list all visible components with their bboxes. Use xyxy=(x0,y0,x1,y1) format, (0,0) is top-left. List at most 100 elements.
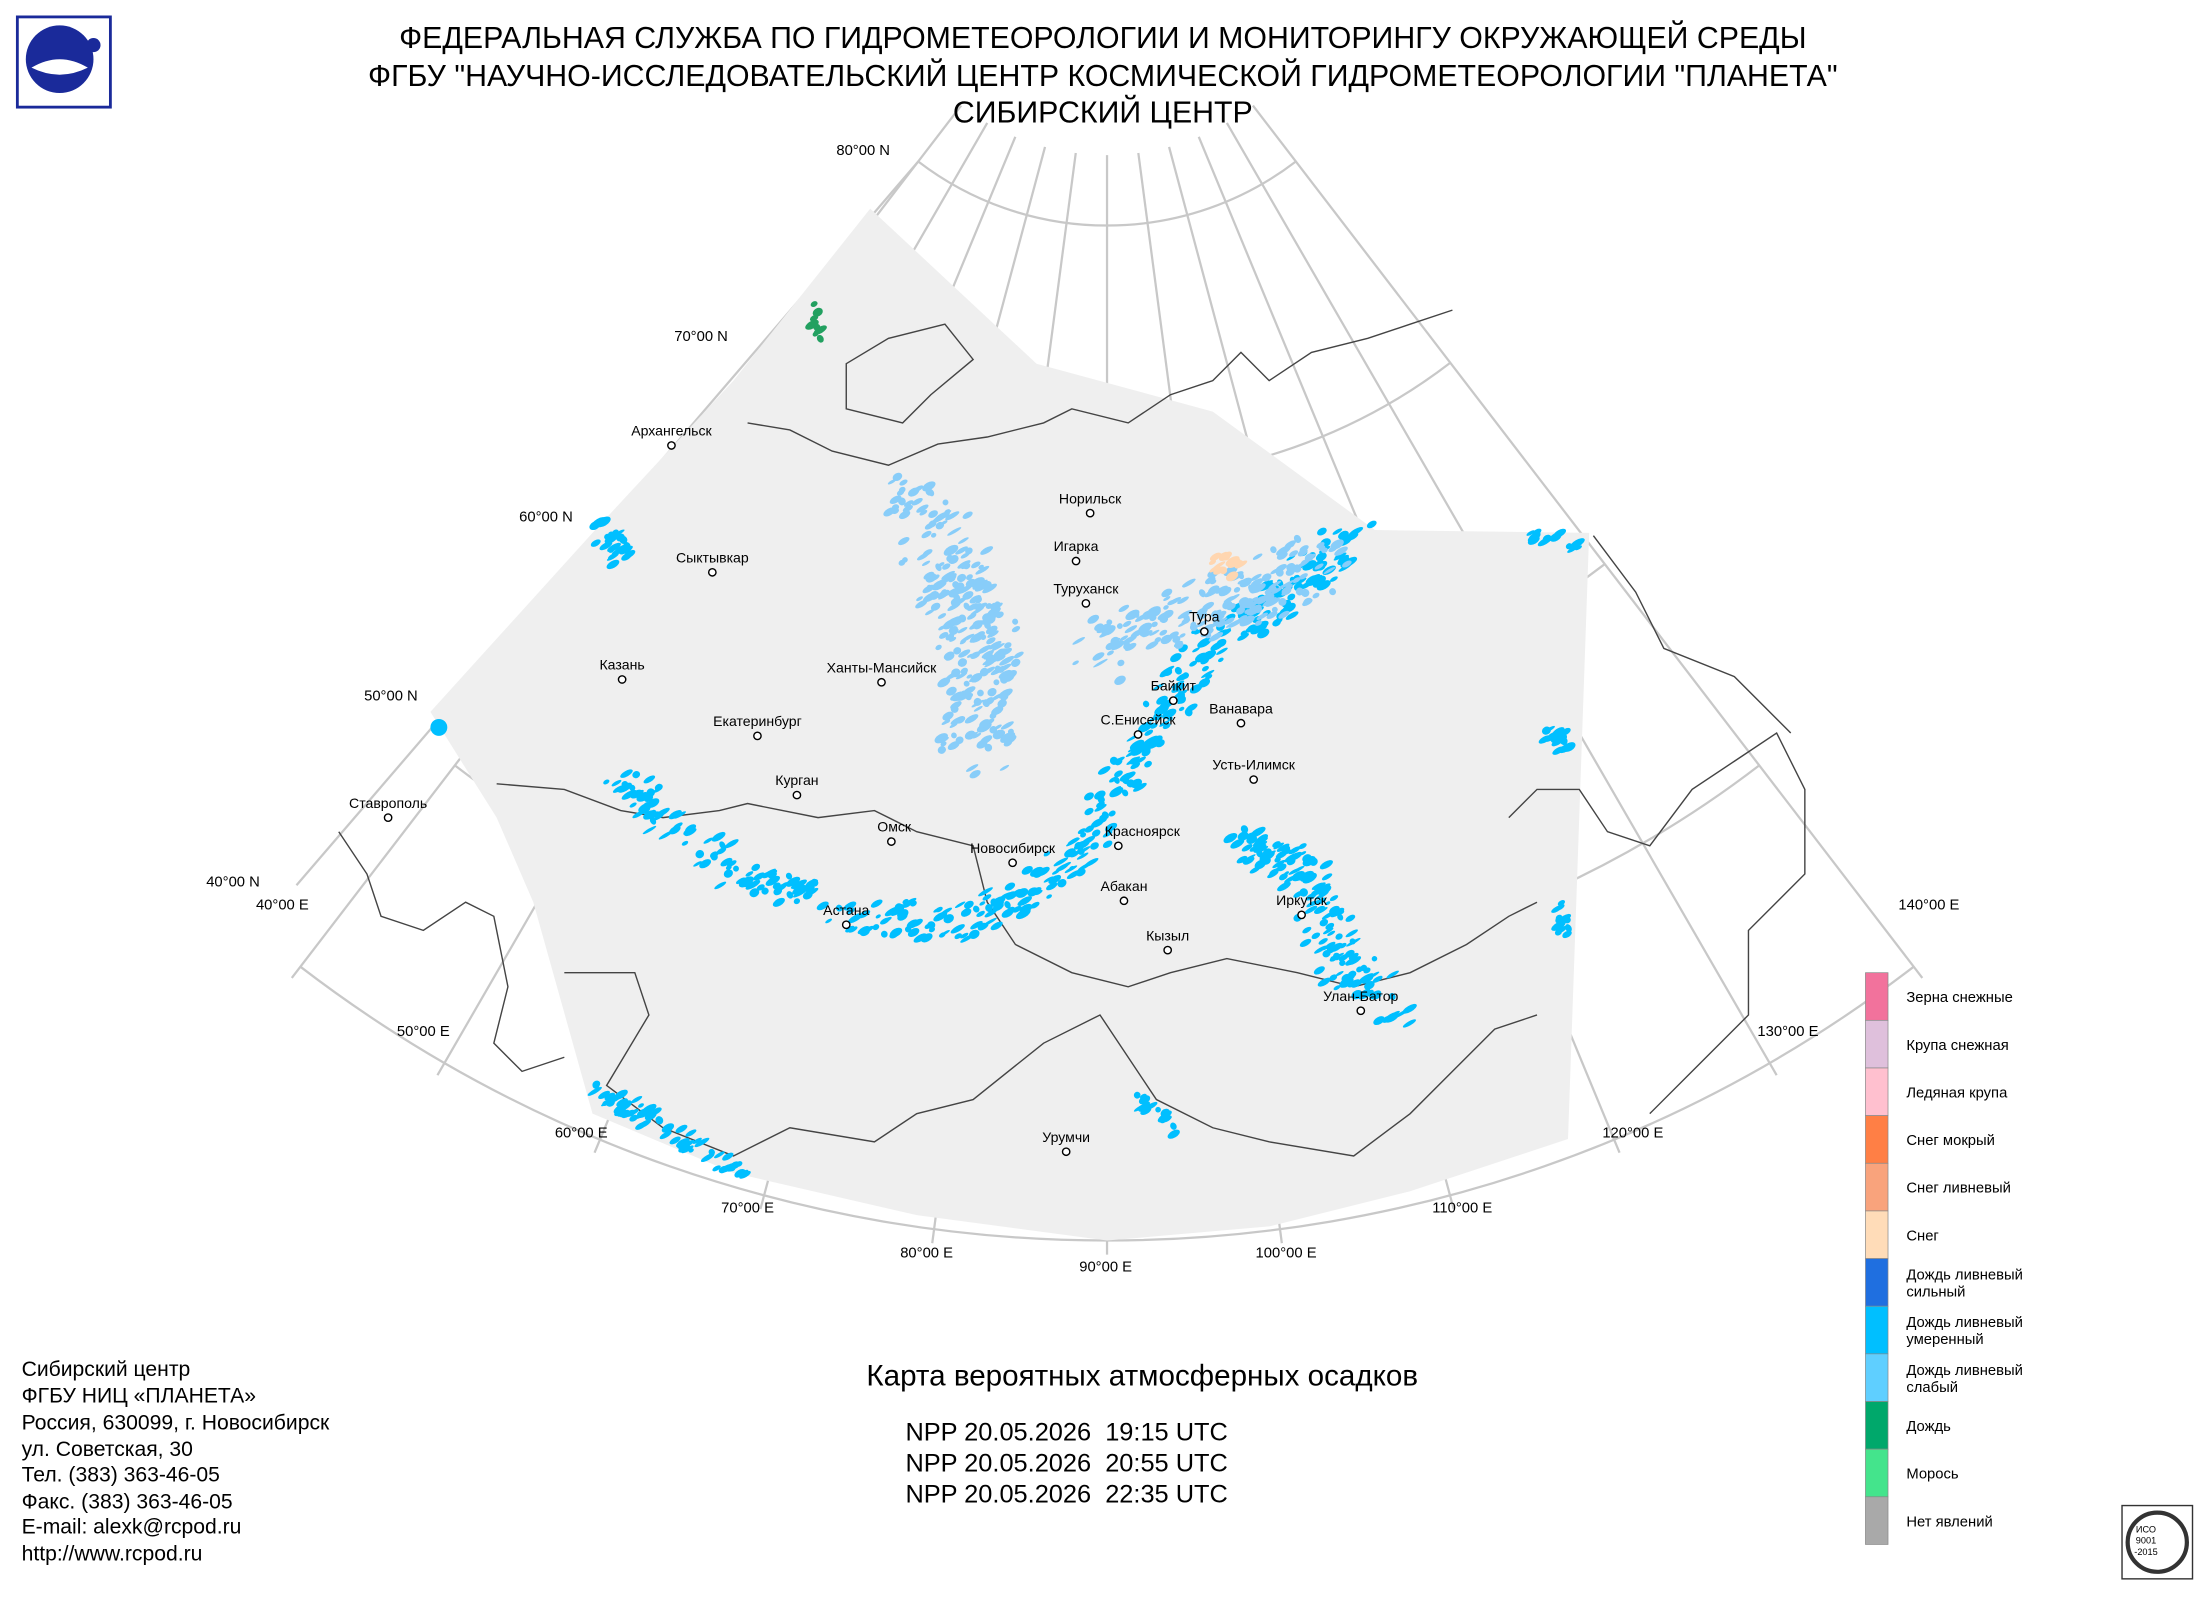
rain-cell xyxy=(941,511,950,519)
rain-cell xyxy=(692,1137,702,1144)
city-label: Красноярск xyxy=(1105,823,1181,839)
rain-cell xyxy=(1224,617,1235,625)
rain-cell xyxy=(1272,619,1281,627)
rain-cell xyxy=(987,611,1001,620)
rain-cell xyxy=(1246,834,1257,844)
city-marker xyxy=(1199,627,1209,636)
rain-cell xyxy=(972,620,983,630)
rain-cell xyxy=(1278,610,1290,619)
rain-cell xyxy=(959,639,967,645)
rain-cell xyxy=(1243,856,1255,865)
rain-cell xyxy=(1215,643,1222,649)
rain-cell xyxy=(1283,871,1290,876)
rain-cell xyxy=(772,897,785,907)
rain-cell xyxy=(1097,795,1105,804)
rain-cell xyxy=(1114,758,1123,766)
rain-cell xyxy=(935,563,942,572)
rain-cell xyxy=(1189,660,1198,667)
rain-cell xyxy=(1179,633,1186,638)
rain-cell xyxy=(1202,601,1215,611)
rain-cell xyxy=(1149,629,1160,636)
rain-cell xyxy=(1543,725,1555,734)
rain-cell xyxy=(970,651,981,659)
stamp-text: 9001 xyxy=(2136,1536,2156,1546)
city-label: Сыктывкар xyxy=(676,549,749,565)
rain-cell xyxy=(892,472,903,482)
rain-cell xyxy=(1268,580,1282,589)
rain-cell xyxy=(606,559,620,570)
rain-cell xyxy=(1263,592,1275,602)
rain-cell xyxy=(930,602,941,611)
city-label: Архангельск xyxy=(631,423,712,439)
rain-cell xyxy=(952,581,960,589)
legend-label: Снег ливневый xyxy=(1906,1181,2011,1197)
rain-cell xyxy=(1122,620,1132,628)
rain-cell xyxy=(1093,658,1108,668)
legend-label: Морось xyxy=(1906,1467,1959,1483)
rain-cell xyxy=(816,334,824,343)
rain-cell xyxy=(723,869,734,878)
city-marker xyxy=(1113,841,1123,851)
rain-cell xyxy=(825,918,833,924)
rain-cell xyxy=(963,602,970,610)
rain-cell xyxy=(999,764,1010,771)
rain-cell xyxy=(1270,546,1277,554)
rain-cell xyxy=(1159,629,1168,636)
rain-cell xyxy=(928,520,937,528)
rain-cell xyxy=(1319,918,1329,927)
rain-cell xyxy=(1296,577,1307,585)
rain-cell xyxy=(1570,538,1585,549)
rain-cell xyxy=(780,882,789,888)
rain-cell xyxy=(928,510,938,519)
rain-cell xyxy=(1297,548,1308,557)
rain-cell xyxy=(1321,873,1333,881)
city-marker xyxy=(886,837,896,846)
rain-cell xyxy=(979,719,991,728)
header-line: СИБИРСКИЙ ЦЕНТР xyxy=(953,96,1253,130)
rain-cell xyxy=(957,658,968,667)
header-line: ФГБУ "НАУЧНО-ИССЛЕДОВАТЕЛЬСКИЙ ЦЕНТР КОС… xyxy=(368,59,1838,93)
rain-cell xyxy=(943,914,954,924)
rain-cell xyxy=(1011,658,1021,667)
rain-cell xyxy=(1160,665,1175,675)
pass-time: NPP 20.05.2026 22:35 UTC xyxy=(905,1481,1227,1509)
rain-cell xyxy=(733,865,739,872)
rain-cell xyxy=(603,779,610,785)
precipitation xyxy=(430,301,1585,1179)
rain-cell xyxy=(1302,560,1317,571)
rain-cell xyxy=(1273,867,1279,872)
rain-cell xyxy=(987,687,997,697)
rain-cell xyxy=(1000,675,1008,684)
rain-cell xyxy=(939,632,949,639)
rain-cell xyxy=(898,559,906,566)
city-label: С.Енисейск xyxy=(1101,712,1177,728)
rain-cell xyxy=(1345,957,1357,966)
rain-cell xyxy=(1368,991,1377,1000)
rain-cell xyxy=(960,932,969,939)
rain-cell xyxy=(714,1151,725,1159)
rain-cell xyxy=(661,1123,675,1133)
lon-label: 130°00 E xyxy=(1757,1024,1818,1040)
rain-cell xyxy=(1364,981,1375,990)
rain-cell xyxy=(1532,528,1542,536)
rain-cell xyxy=(1285,611,1299,620)
rain-cell xyxy=(1144,760,1152,768)
rain-cell xyxy=(962,562,971,570)
rain-cell xyxy=(629,802,637,808)
rain-cell xyxy=(1295,587,1304,596)
rain-cell xyxy=(1329,576,1338,582)
rain-cell xyxy=(786,876,801,887)
rain-cell xyxy=(1335,933,1343,940)
rain-cell xyxy=(1125,748,1141,757)
rain-cell xyxy=(1217,657,1224,663)
rain-cell xyxy=(1021,865,1033,875)
rain-cell xyxy=(1182,578,1196,588)
rain-cell xyxy=(1001,908,1014,918)
rain-cell xyxy=(1159,720,1170,727)
rain-cell xyxy=(904,926,912,933)
rain-cell xyxy=(1574,545,1582,551)
city-marker xyxy=(1008,858,1017,868)
